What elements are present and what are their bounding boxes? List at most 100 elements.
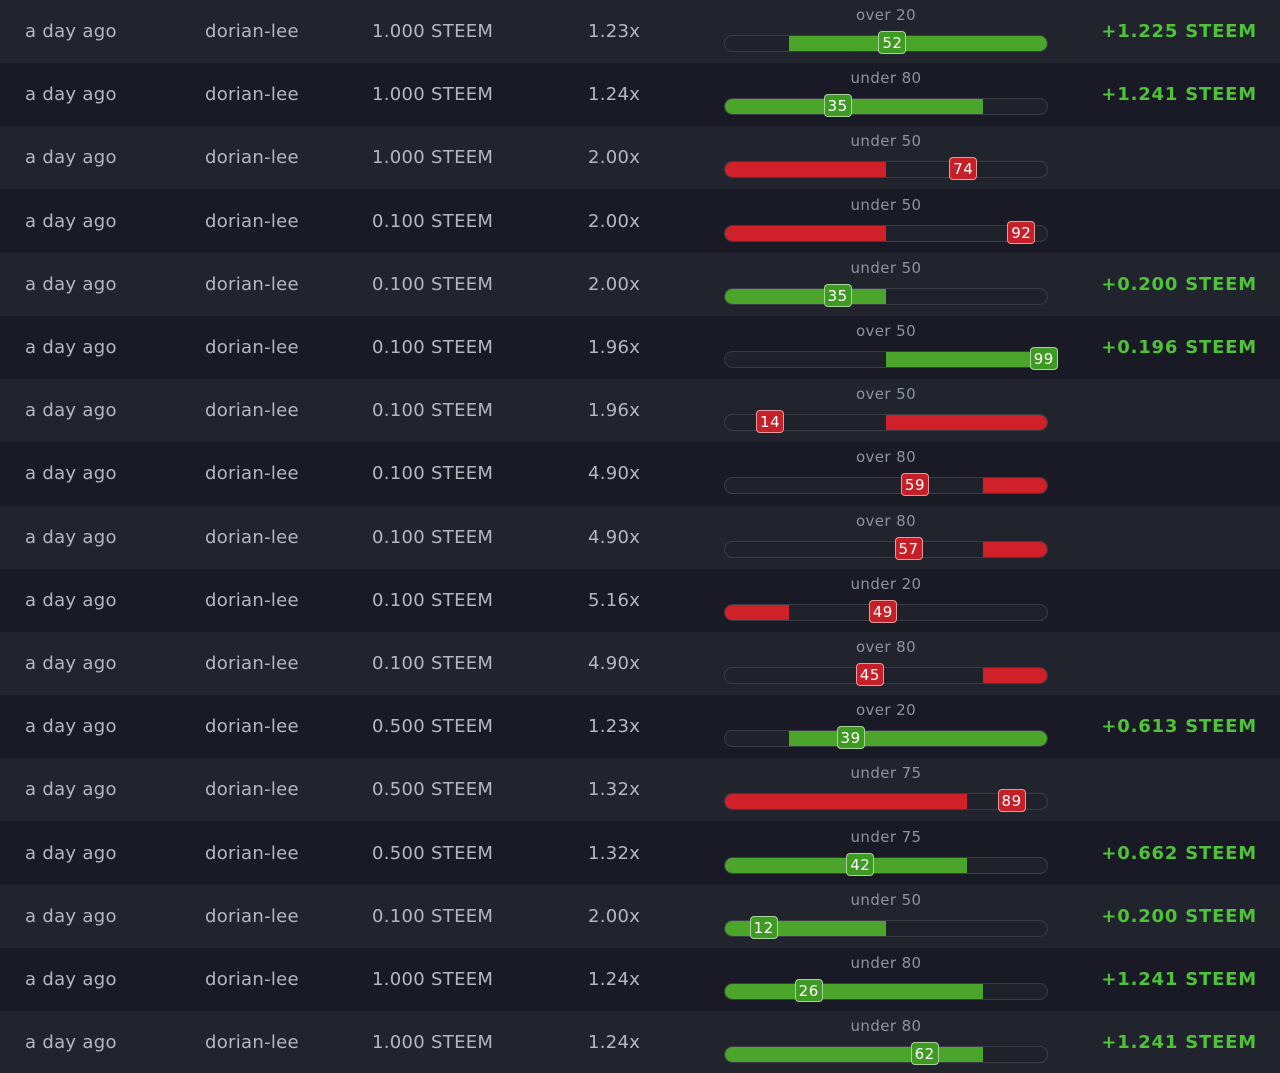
bet-target-label: over 50 [855, 385, 917, 403]
bet-time: a day ago [25, 463, 117, 484]
bet-multiplier: 2.00x [588, 147, 641, 168]
bet-row[interactable]: a day ago dorian-lee 0.100 STEEM 2.00x under… [0, 885, 1280, 948]
roll-result-badge: 89 [997, 789, 1026, 812]
roll-range-bar [724, 793, 1048, 810]
bet-time: a day ago [25, 274, 117, 295]
roll-range-fill [725, 162, 886, 177]
bet-row[interactable]: a day ago dorian-lee 0.500 STEEM 1.32x under… [0, 758, 1280, 821]
bet-row[interactable]: a day ago dorian-lee 0.100 STEEM 4.90x over … [0, 506, 1280, 569]
bet-time: a day ago [25, 1032, 117, 1053]
roll-result-badge: 45 [855, 663, 884, 686]
bet-multiplier: 4.90x [588, 463, 641, 484]
bet-time: a day ago [25, 211, 117, 232]
bet-user-link[interactable]: dorian-lee [205, 843, 299, 864]
bet-time: a day ago [25, 843, 117, 864]
bet-target-label: over 20 [855, 701, 917, 719]
roll-range-bar [724, 857, 1048, 874]
bet-row[interactable]: a day ago dorian-lee 0.100 STEEM 2.00x under… [0, 253, 1280, 316]
bet-user-link[interactable]: dorian-lee [205, 969, 299, 990]
bet-row[interactable]: a day ago dorian-lee 0.100 STEEM 4.90x over … [0, 442, 1280, 505]
roll-range-bar [724, 730, 1048, 747]
roll-result-badge: 14 [756, 410, 785, 433]
bet-row[interactable]: a day ago dorian-lee 0.100 STEEM 1.96x over … [0, 379, 1280, 442]
roll-result-badge: 99 [1029, 347, 1058, 370]
bet-time: a day ago [25, 400, 117, 421]
bet-row[interactable]: a day ago dorian-lee 0.500 STEEM 1.32x under… [0, 822, 1280, 885]
bet-row[interactable]: a day ago dorian-lee 1.000 STEEM 1.24x under… [0, 63, 1280, 126]
bet-time: a day ago [25, 779, 117, 800]
roll-range-fill [886, 415, 1047, 430]
bet-multiplier: 1.24x [588, 969, 641, 990]
bet-multiplier: 1.24x [588, 84, 641, 105]
bet-amount: 0.100 STEEM [372, 653, 494, 674]
bet-amount: 0.100 STEEM [372, 274, 494, 295]
bet-row[interactable]: a day ago dorian-lee 0.100 STEEM 2.00x under… [0, 190, 1280, 253]
bet-multiplier: 4.90x [588, 527, 641, 548]
bet-payout: +1.241 STEEM [1101, 1032, 1257, 1053]
bet-multiplier: 1.23x [588, 716, 641, 737]
bet-user-link[interactable]: dorian-lee [205, 527, 299, 548]
bet-row[interactable]: a day ago dorian-lee 1.000 STEEM 1.24x under… [0, 948, 1280, 1011]
bet-user-link[interactable]: dorian-lee [205, 716, 299, 737]
bet-user-link[interactable]: dorian-lee [205, 906, 299, 927]
roll-range-fill [982, 478, 1047, 493]
bet-row[interactable]: a day ago dorian-lee 1.000 STEEM 1.23x over … [0, 0, 1280, 63]
bet-row[interactable]: a day ago dorian-lee 1.000 STEEM 2.00x under… [0, 126, 1280, 189]
bet-row[interactable]: a day ago dorian-lee 1.000 STEEM 1.24x under… [0, 1011, 1280, 1073]
bet-payout: +0.200 STEEM [1101, 274, 1257, 295]
bet-amount: 1.000 STEEM [372, 969, 494, 990]
bet-target-label: over 50 [855, 322, 917, 340]
bet-user-link[interactable]: dorian-lee [205, 1032, 299, 1053]
bet-user-link[interactable]: dorian-lee [205, 653, 299, 674]
bet-user-link[interactable]: dorian-lee [205, 274, 299, 295]
bet-multiplier: 5.16x [588, 590, 641, 611]
bet-amount: 0.500 STEEM [372, 843, 494, 864]
bet-amount: 0.100 STEEM [372, 906, 494, 927]
roll-result-badge: 39 [836, 726, 865, 749]
roll-range-fill [725, 605, 790, 620]
bet-multiplier: 1.23x [588, 21, 641, 42]
roll-result-badge: 57 [894, 537, 923, 560]
bet-user-link[interactable]: dorian-lee [205, 590, 299, 611]
bet-amount: 0.100 STEEM [372, 590, 494, 611]
bet-target-label: under 80 [850, 69, 922, 87]
roll-result-badge: 12 [749, 916, 778, 939]
roll-range-bar [724, 477, 1048, 494]
roll-range-bar [724, 983, 1048, 1000]
bet-row[interactable]: a day ago dorian-lee 0.100 STEEM 5.16x under… [0, 569, 1280, 632]
bet-target-label: under 50 [850, 196, 922, 214]
bet-time: a day ago [25, 716, 117, 737]
bet-target-label: over 80 [855, 512, 917, 530]
roll-range-bar [724, 98, 1048, 115]
bet-multiplier: 1.96x [588, 337, 641, 358]
roll-range-fill [725, 226, 886, 241]
roll-range-fill [982, 668, 1047, 683]
roll-result-badge: 74 [949, 157, 978, 180]
bet-payout: +1.225 STEEM [1101, 21, 1257, 42]
bet-user-link[interactable]: dorian-lee [205, 211, 299, 232]
roll-range-fill [982, 542, 1047, 557]
bet-user-link[interactable]: dorian-lee [205, 400, 299, 421]
bet-time: a day ago [25, 906, 117, 927]
bet-row[interactable]: a day ago dorian-lee 0.500 STEEM 1.23x over … [0, 695, 1280, 758]
roll-result-badge: 35 [823, 94, 852, 117]
bet-row[interactable]: a day ago dorian-lee 0.100 STEEM 1.96x over … [0, 316, 1280, 379]
bet-multiplier: 2.00x [588, 274, 641, 295]
bet-user-link[interactable]: dorian-lee [205, 147, 299, 168]
bet-time: a day ago [25, 969, 117, 990]
bet-multiplier: 1.96x [588, 400, 641, 421]
roll-range-fill [789, 731, 1047, 746]
bet-user-link[interactable]: dorian-lee [205, 337, 299, 358]
bet-multiplier: 2.00x [588, 906, 641, 927]
bet-target-label: over 80 [855, 638, 917, 656]
bet-user-link[interactable]: dorian-lee [205, 84, 299, 105]
bet-user-link[interactable]: dorian-lee [205, 779, 299, 800]
roll-range-fill [886, 352, 1047, 367]
bet-time: a day ago [25, 653, 117, 674]
roll-result-badge: 62 [910, 1042, 939, 1065]
bet-time: a day ago [25, 590, 117, 611]
bet-user-link[interactable]: dorian-lee [205, 21, 299, 42]
bet-target-label: under 75 [850, 764, 922, 782]
bet-user-link[interactable]: dorian-lee [205, 463, 299, 484]
bet-row[interactable]: a day ago dorian-lee 0.100 STEEM 4.90x over … [0, 632, 1280, 695]
